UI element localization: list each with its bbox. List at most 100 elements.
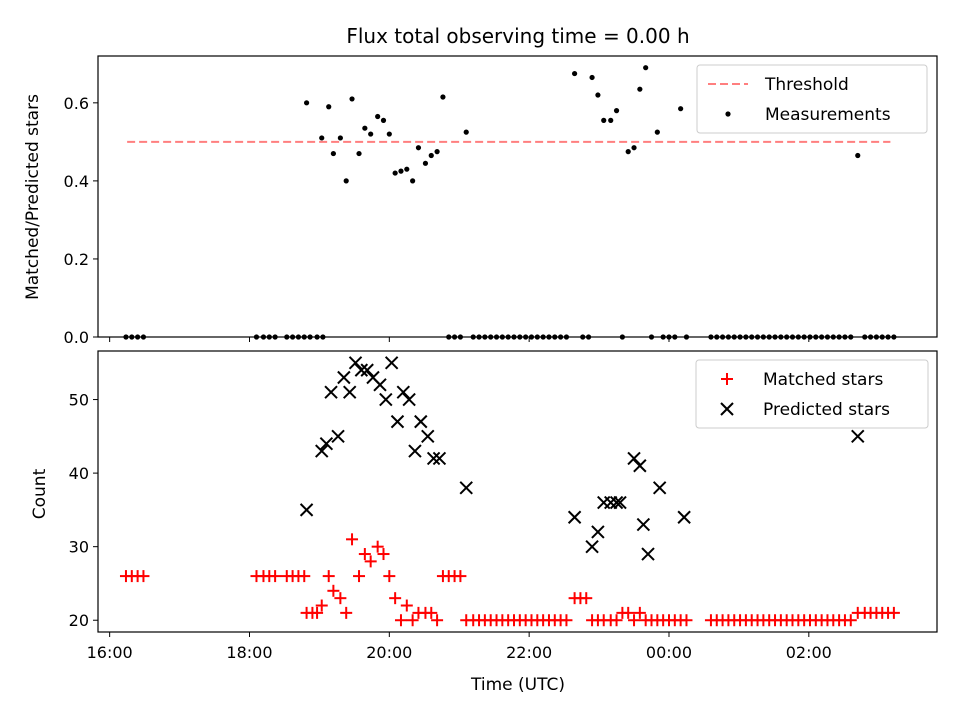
matched-star-point [334, 592, 347, 605]
measurement-point [824, 334, 831, 340]
measurement-point [356, 150, 362, 157]
measurement-point [643, 65, 649, 71]
measurement-point [295, 334, 302, 340]
ratio-y-axis: 0.0 0.2 0.4 0.6 [64, 94, 98, 347]
count-y-tick-label: 20 [69, 611, 89, 630]
measurement-point [855, 152, 861, 159]
measurement-point [842, 334, 848, 340]
matched-star-point [580, 592, 593, 605]
predicted-star-point [641, 547, 655, 561]
count-y-tick-label: 40 [69, 464, 89, 483]
predicted-star-point [591, 525, 605, 539]
matched-star-point [406, 614, 419, 627]
measurement-point [558, 334, 564, 340]
measurement-point [434, 149, 440, 155]
measurement-point [766, 334, 772, 340]
measurement-point [737, 334, 743, 340]
measurement-point [362, 125, 368, 131]
predicted-star-point [567, 510, 582, 524]
measurement-point [648, 334, 655, 340]
measurement-point [368, 131, 374, 137]
matched-star-point [353, 570, 366, 583]
matched-star-point [887, 606, 900, 619]
ratio-y-tick-label: 0.4 [64, 172, 89, 191]
measurement-point [314, 334, 320, 340]
count-y-tick-label: 50 [69, 391, 89, 410]
matched-star-point [315, 599, 328, 612]
measurement-point [284, 334, 290, 340]
ratio-y-tick-label: 0.6 [64, 94, 89, 113]
predicted-star-point [342, 385, 357, 399]
ratio-y-tick-label: 0.2 [64, 250, 89, 269]
measurement-point [523, 334, 529, 340]
measurement-point [446, 334, 452, 340]
predicted-legend-swatch [720, 402, 734, 416]
measurement-point [470, 334, 476, 340]
measurement-point [428, 152, 434, 159]
predicted-star-point [677, 510, 691, 524]
predicted-star-point [851, 429, 865, 444]
measurement-point [654, 129, 660, 135]
matched-legend-swatch [721, 373, 733, 385]
measurement-point [330, 150, 336, 157]
measurement-point [873, 334, 880, 340]
measurement-point [253, 334, 260, 340]
predicted-star-point [426, 451, 441, 466]
matched-star-point [622, 606, 635, 619]
ratio-y-axis-label: Matched/Predicted stars [23, 94, 43, 300]
measurements-legend-label: Measurements [765, 105, 891, 125]
measurement-point [891, 334, 897, 340]
measurement-point [380, 117, 387, 123]
matched-star-point [358, 548, 371, 561]
predicted-star-point [360, 363, 374, 377]
matched-star-point [364, 555, 377, 568]
measurement-point [867, 334, 874, 340]
measurement-point [505, 334, 511, 340]
measurement-point [440, 94, 446, 100]
measurement-point [303, 100, 310, 106]
measurement-point [601, 117, 607, 123]
measurement-point [499, 334, 505, 340]
predicted-star-point [627, 451, 641, 466]
measurement-point [511, 334, 517, 340]
measurement-point [637, 86, 643, 92]
matched-star-point [425, 606, 438, 619]
measurement-point [836, 334, 842, 340]
measurement-point [540, 334, 546, 340]
time-axis-label: Time (UTC) [470, 675, 565, 695]
measurement-point [307, 334, 313, 340]
predicted-star-point [324, 385, 338, 399]
count-y-axis-label: Count [30, 468, 50, 519]
predicted-star-point [390, 414, 405, 429]
measurement-point [129, 334, 135, 340]
measurement-point [743, 334, 749, 340]
measurement-point [585, 334, 592, 340]
measurement-point [801, 334, 807, 340]
measurement-point [879, 334, 885, 340]
measurement-point [862, 334, 868, 340]
ratio-panel: 0.0 0.2 0.4 0.6 Matched/Predicted stars Thr… [23, 55, 938, 347]
predicted-star-point [652, 481, 667, 495]
measurement-point [563, 334, 570, 340]
count-x-tick-label: 00:00 [646, 643, 692, 662]
predicted-star-point [315, 444, 329, 458]
predicted-stars-points [299, 356, 865, 561]
measurement-point [415, 145, 422, 151]
measurement-point [754, 334, 761, 340]
measurement-point [813, 334, 819, 340]
measurement-point [260, 334, 267, 340]
measurement-point [749, 334, 755, 340]
measurement-point [375, 113, 381, 120]
ratio-legend-frame [696, 64, 928, 134]
measurement-point [807, 334, 813, 340]
matched-star-point [311, 606, 324, 619]
measurement-point [534, 334, 540, 340]
measurement-point [349, 96, 355, 102]
predicted-star-point [421, 429, 435, 444]
predicted-star-point [408, 444, 422, 458]
predicted-star-point [414, 414, 428, 429]
measurement-point [683, 334, 690, 340]
matched-legend-label: Matched stars [763, 370, 883, 390]
predicted-star-point [613, 495, 627, 510]
